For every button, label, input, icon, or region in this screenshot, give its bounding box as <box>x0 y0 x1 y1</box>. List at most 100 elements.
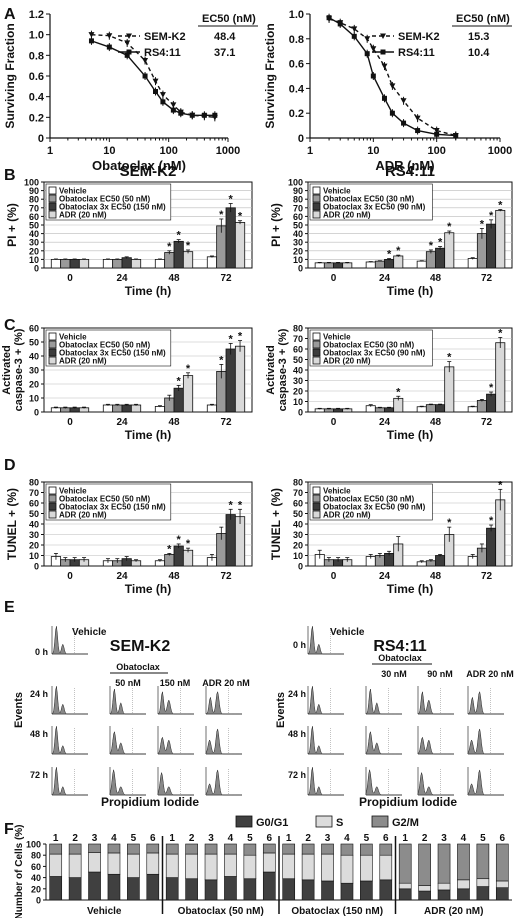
y-axis-label: caspase-3 + (%) <box>277 328 289 411</box>
flow-right-cond-1: 30 nM <box>381 669 407 679</box>
legend-swatch <box>48 194 57 203</box>
bar <box>102 404 114 413</box>
sample-label: 1 <box>53 833 59 844</box>
sample-label: 5 <box>480 833 486 844</box>
significance-star: * <box>498 479 503 491</box>
significance-star: * <box>238 331 243 343</box>
hist-curve <box>467 690 504 715</box>
flow-hist-right <box>307 626 344 655</box>
legend-swatch <box>48 510 57 519</box>
data-point <box>381 63 388 70</box>
bar <box>206 256 218 269</box>
hist-curve <box>467 768 504 796</box>
y-tick-label: 0.2 <box>29 112 44 124</box>
flow-hist-right <box>365 726 402 755</box>
significance-star: * <box>177 534 182 546</box>
legend-label: Obatoclax 3x EC50 (150 nM) <box>59 503 166 512</box>
legend-swatch <box>312 486 321 495</box>
stacked-bar-segment <box>127 877 140 901</box>
significance-star: * <box>238 211 243 223</box>
significance-star: * <box>387 249 392 261</box>
x-tick-label: 0 <box>331 273 337 284</box>
data-point <box>212 112 218 118</box>
bar <box>182 549 194 567</box>
hist-curve <box>205 690 242 715</box>
ec50-value: 10.4 <box>468 47 490 59</box>
stacked-bar-segment <box>282 878 296 901</box>
x-tick-label: 0 <box>331 417 337 428</box>
group-label: ADR (20 nM) <box>424 906 483 917</box>
x-tick-label: 1000 <box>488 145 512 157</box>
bar <box>444 232 455 269</box>
y-tick-label: 50 <box>29 338 39 348</box>
legend-label: ADR (20 nM) <box>59 211 107 220</box>
hist-curve <box>157 736 194 755</box>
y-tick-label: 30 <box>293 238 303 248</box>
y-tick-label: 20 <box>31 884 41 894</box>
flow-right-cond-3: ADR 20 nM <box>466 669 514 679</box>
y-tick-label: 0.6 <box>289 59 304 71</box>
bar <box>467 258 478 269</box>
x-tick-label: 100 <box>159 145 177 157</box>
flow-right-xlabel: Propidium Iodide <box>359 795 457 809</box>
data-point <box>152 78 159 85</box>
x-tick-label: 72 <box>220 273 232 284</box>
legend-swatch <box>312 340 321 349</box>
bar <box>225 514 236 567</box>
stacked-bar-segment <box>398 888 412 901</box>
y-tick-label: 0.2 <box>289 108 304 120</box>
hist-curve <box>365 769 402 796</box>
stacked-bar-segment <box>49 843 63 855</box>
bar <box>314 262 325 269</box>
flow-hist-right <box>467 686 504 715</box>
bar <box>130 404 142 413</box>
significance-star: * <box>396 386 401 398</box>
sample-label: 5 <box>131 833 137 844</box>
flow-cytometry-panel: SEM-K2 RS4:11 Vehicle Vehicle Obatoclax … <box>13 626 514 809</box>
significance-star: * <box>396 245 401 257</box>
x-axis-label: Time (h) <box>387 428 433 442</box>
stacked-bar-segment <box>165 877 179 901</box>
sample-label: 1 <box>402 833 408 844</box>
y-axis-label: caspase-3 + (%) <box>13 328 25 411</box>
chart-A-right: 0 0.2 0.4 0.6 0.8 1.0 1 10 100 1000 ADR (nM) Surviv… <box>263 9 512 173</box>
sample-label: 4 <box>111 833 117 844</box>
bar <box>50 258 62 269</box>
legend-swatch <box>48 356 57 365</box>
ec50-header: EC50 (nM) <box>456 13 510 25</box>
legend-label: SEM-K2 <box>398 31 440 43</box>
group-label: Vehicle <box>87 906 122 917</box>
chart-B-left: SEM-K20102030405060708090100VehicleObato… <box>5 163 253 298</box>
x-tick-label: 24 <box>116 273 128 284</box>
legend-swatch <box>312 194 321 203</box>
series-line <box>328 18 456 137</box>
data-point <box>337 21 343 27</box>
stacked-bar-segment <box>418 843 431 886</box>
y-tick-label: 60 <box>29 499 39 509</box>
data-point <box>453 133 459 139</box>
y-tick-label: 90 <box>29 186 39 196</box>
group-label: Obatoclax (150 nM) <box>291 906 383 917</box>
y-tick-label: 40 <box>293 520 303 530</box>
stacked-bar-segment <box>282 843 296 855</box>
y-tick-label: 60 <box>293 499 303 509</box>
x-tick-label: 48 <box>168 417 180 428</box>
y-tick-label: 10 <box>293 397 303 407</box>
data-point <box>401 120 407 126</box>
y-tick-label: 0.8 <box>289 34 304 46</box>
legend-label: Obatoclax 3x EC50 (150 nM) <box>59 203 166 212</box>
stacked-bar-segment <box>495 887 509 901</box>
bar <box>60 258 71 269</box>
significance-star: * <box>219 209 224 221</box>
stacked-bar-segment <box>476 878 490 887</box>
legend-box <box>309 329 433 367</box>
data-point <box>389 83 396 89</box>
hist-curve <box>417 772 454 796</box>
hist-curve <box>51 767 88 796</box>
data-point <box>160 99 166 105</box>
y-tick-label: 80 <box>293 195 303 205</box>
stacked-bar-segment <box>476 843 490 880</box>
